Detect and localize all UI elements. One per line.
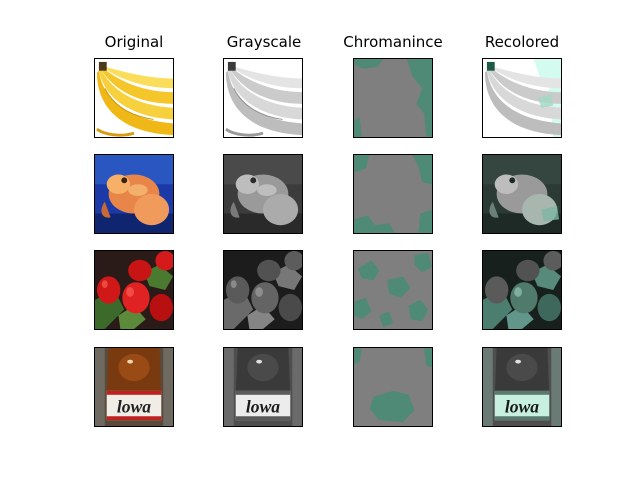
chrominance-goldfish-image bbox=[353, 154, 433, 234]
column-title-original: Original bbox=[104, 33, 164, 51]
chrominance-bananas-image bbox=[353, 58, 433, 138]
chrominance-bottle-image bbox=[353, 347, 433, 427]
original-bottle-image: lowa bbox=[94, 347, 174, 427]
bottle-label-text: lowa bbox=[246, 396, 280, 416]
bottle-label-text: lowa bbox=[505, 396, 539, 416]
column-title-chrominance: Chromanince bbox=[343, 33, 443, 51]
column-title-grayscale: Grayscale bbox=[226, 33, 302, 51]
chrominance-strawberries-image bbox=[353, 250, 433, 330]
grayscale-goldfish-image bbox=[223, 154, 303, 234]
original-strawberries-image bbox=[94, 250, 174, 330]
grayscale-bottle-image: lowa bbox=[223, 347, 303, 427]
grayscale-bananas-image bbox=[223, 58, 303, 138]
column-title-recolored: Recolored bbox=[484, 33, 560, 51]
recolored-bananas-image bbox=[482, 58, 562, 138]
recolored-strawberries-image bbox=[482, 250, 562, 330]
recolored-bottle-image: lowa bbox=[482, 347, 562, 427]
grayscale-strawberries-image bbox=[223, 250, 303, 330]
original-goldfish-image bbox=[94, 154, 174, 234]
original-bananas-image bbox=[94, 58, 174, 138]
bottle-label-text: lowa bbox=[117, 396, 151, 416]
recolored-goldfish-image bbox=[482, 154, 562, 234]
